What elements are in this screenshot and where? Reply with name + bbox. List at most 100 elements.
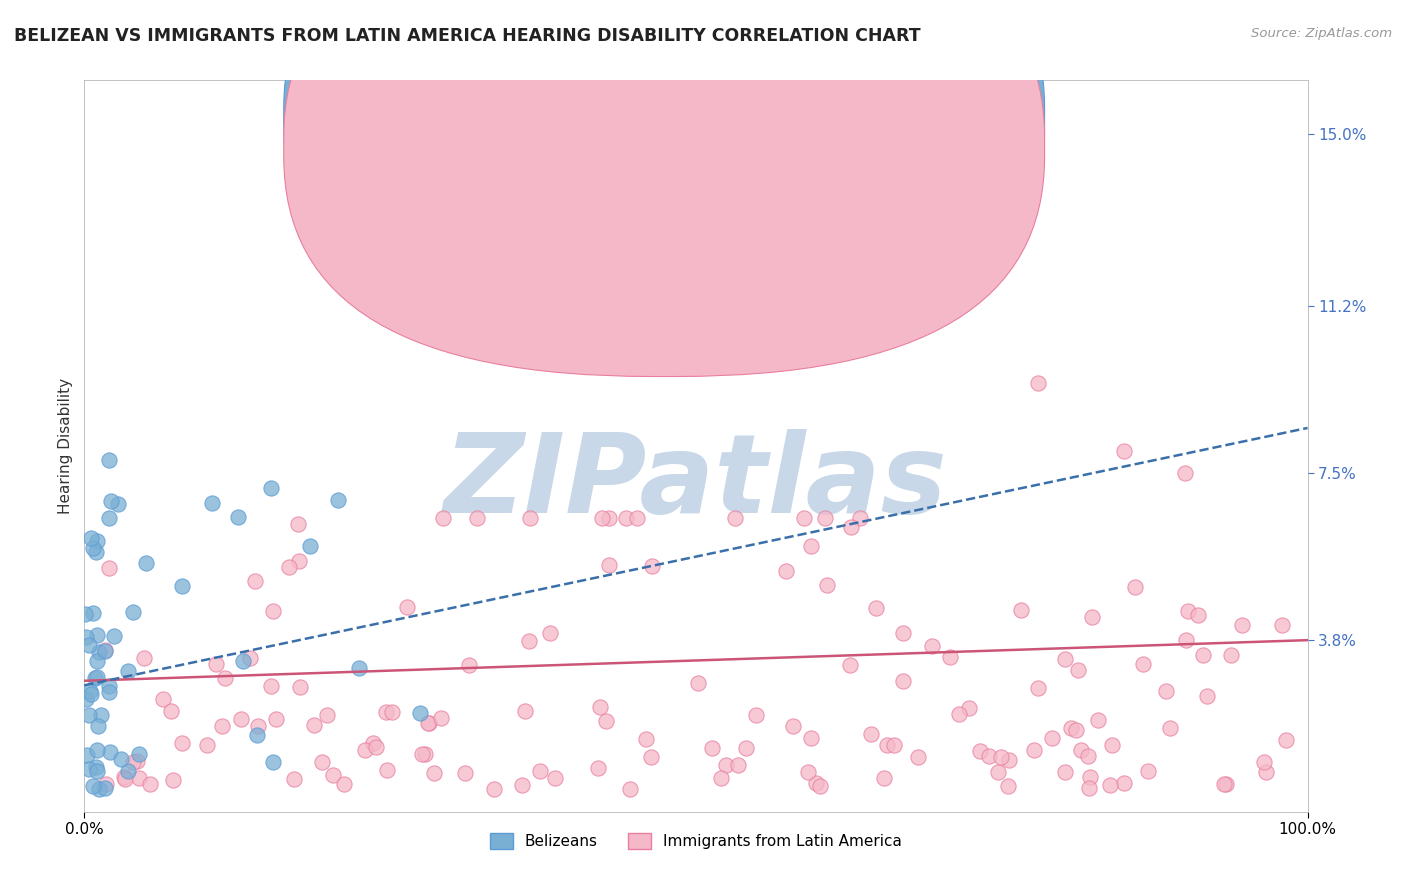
Text: Source: ZipAtlas.com: Source: ZipAtlas.com <box>1251 27 1392 40</box>
Point <box>636 731 658 746</box>
Point <box>162 772 184 787</box>
Point <box>287 516 309 531</box>
Point <box>1060 722 1083 736</box>
Point <box>76 747 98 762</box>
Point <box>122 755 145 769</box>
Point <box>1070 742 1092 756</box>
Point <box>1081 610 1104 624</box>
Point <box>482 781 505 796</box>
Point <box>891 625 914 640</box>
Point <box>114 772 136 786</box>
Point <box>152 691 174 706</box>
Point <box>333 777 356 791</box>
Point <box>775 564 797 578</box>
Point <box>232 654 254 668</box>
Point <box>375 763 398 777</box>
Point <box>82 606 104 620</box>
Point <box>700 740 723 755</box>
Point <box>107 497 129 511</box>
Point <box>1067 663 1090 677</box>
Point <box>959 701 981 715</box>
Point <box>782 719 804 733</box>
Point <box>418 716 440 731</box>
Point <box>714 758 737 772</box>
Point <box>112 770 135 784</box>
Point <box>1197 689 1219 703</box>
Point <box>1254 764 1277 779</box>
Point <box>122 605 145 619</box>
Point <box>969 744 991 758</box>
Point <box>848 511 870 525</box>
Point <box>465 511 488 525</box>
Point <box>132 650 155 665</box>
Point <box>93 781 115 796</box>
Point <box>948 707 970 722</box>
Point <box>727 758 749 772</box>
Point <box>865 600 887 615</box>
Point <box>1271 618 1294 632</box>
Point <box>117 664 139 678</box>
Point <box>1230 618 1253 632</box>
Point <box>86 743 108 757</box>
Point <box>517 633 540 648</box>
Point <box>96 777 118 791</box>
FancyBboxPatch shape <box>636 99 965 176</box>
Point <box>457 658 479 673</box>
Point <box>77 762 100 776</box>
Point <box>97 685 120 699</box>
Point <box>1112 776 1135 790</box>
Point <box>808 779 831 793</box>
Point <box>86 764 108 779</box>
Point <box>128 747 150 761</box>
Text: R = 0.087   N =  53: R = 0.087 N = 53 <box>678 120 853 138</box>
Point <box>839 658 862 673</box>
Point <box>259 481 281 495</box>
Point <box>117 764 139 778</box>
Point <box>1156 684 1178 698</box>
Text: BELIZEAN VS IMMIGRANTS FROM LATIN AMERICA HEARING DISABILITY CORRELATION CHART: BELIZEAN VS IMMIGRANTS FROM LATIN AMERIC… <box>14 27 921 45</box>
Point <box>591 511 613 525</box>
Point <box>75 691 97 706</box>
Point <box>619 781 641 796</box>
Point <box>94 643 117 657</box>
Point <box>97 679 120 693</box>
Point <box>744 708 766 723</box>
Point <box>747 181 769 195</box>
Point <box>231 712 253 726</box>
Point <box>1187 607 1209 622</box>
Point <box>375 705 398 719</box>
Point <box>82 779 104 793</box>
FancyBboxPatch shape <box>284 0 1045 347</box>
Point <box>1219 648 1241 662</box>
Point <box>807 285 830 300</box>
Point <box>139 777 162 791</box>
Point <box>84 671 107 685</box>
Point <box>510 778 533 792</box>
Point <box>921 639 943 653</box>
Point <box>987 765 1010 780</box>
Point <box>416 716 439 731</box>
Point <box>316 708 339 723</box>
Point <box>84 760 107 774</box>
Point <box>103 629 125 643</box>
Point <box>814 511 837 525</box>
Point <box>1078 770 1101 784</box>
Point <box>415 747 437 761</box>
Point <box>614 511 637 525</box>
Point <box>288 680 311 694</box>
Point <box>411 747 433 761</box>
Point <box>1213 777 1236 791</box>
Point <box>626 511 648 525</box>
Point <box>815 578 838 592</box>
Point <box>1087 713 1109 727</box>
Point <box>347 661 370 675</box>
Point <box>395 599 418 614</box>
Point <box>598 511 620 525</box>
Point <box>1040 731 1063 745</box>
Text: R = 0.085   N = 147: R = 0.085 N = 147 <box>678 150 859 168</box>
Point <box>640 750 662 764</box>
Point <box>519 511 541 525</box>
Point <box>302 718 325 732</box>
Point <box>432 511 454 525</box>
Point <box>128 771 150 785</box>
